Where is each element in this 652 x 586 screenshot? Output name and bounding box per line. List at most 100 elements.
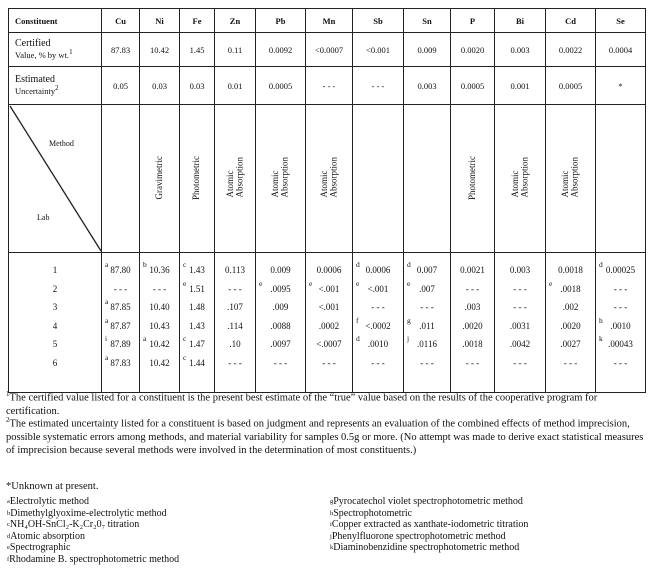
results-column: 0.009 e .0095 .009 .0088 .0097 - - -	[255, 252, 306, 393]
column-header-cd: Cd	[545, 8, 596, 33]
result-value: - - -	[495, 280, 545, 299]
result-value: .003	[451, 298, 494, 317]
certification-table: Constituent Cu Ni Fe Zn Pb Mn Sb Sn P Bi Cd Se Certi…	[8, 8, 646, 393]
column-header-mn: Mn	[305, 8, 353, 33]
method-key-marker: k	[599, 334, 603, 343]
method-key-marker: a	[105, 315, 109, 325]
method-name: Atomic Absorption	[319, 157, 339, 198]
result-value: c 1.43	[180, 260, 214, 280]
method-key-left: aElectrolytic method bDimethylglyoxime-el…	[7, 496, 179, 565]
results-column: d 0.00025 - - - - - - h .0010 k .00043 - - -	[595, 252, 646, 393]
result-value: .0031	[495, 317, 545, 336]
result-value: .0020	[451, 317, 494, 336]
method-name: Photometric	[466, 155, 477, 200]
key-text: Copper extracted as xanthate-iodometric …	[331, 519, 529, 530]
method-key-item: hSpectrophotometric	[330, 508, 528, 520]
results-column: c 1.43 e 1.51 1.48 1.43 c 1.47 c 1.44	[179, 252, 215, 393]
certified-value: 0.0004	[595, 32, 646, 67]
result-value: - - -	[495, 298, 545, 317]
method-name: Photometric	[191, 156, 201, 200]
uncertainty-value: 0.0005	[545, 66, 596, 105]
value: - - -	[613, 302, 628, 312]
result-value: .0018	[451, 335, 494, 354]
method-key-marker: e	[407, 278, 411, 288]
method-key-marker: e	[259, 278, 263, 288]
result-value: 0.0021	[451, 261, 494, 280]
certified-label: Certified Value, % by wt.1	[8, 32, 102, 67]
value: .0031	[509, 320, 531, 331]
uncertainty-value: 0.003	[403, 66, 451, 105]
value: 0.007	[416, 265, 438, 275]
key-letter: h	[330, 509, 334, 517]
value: 10.36	[149, 265, 170, 275]
certified-value: 0.0092	[255, 32, 306, 67]
value: 1.47	[189, 339, 205, 349]
results-column: 0.0021 - - - .003 .0020 .0018 - - -	[450, 252, 495, 393]
lab-number: 4	[52, 320, 58, 331]
certified-value: 0.0022	[545, 32, 596, 67]
method-key-marker: a	[105, 260, 109, 269]
method-key-marker: e	[356, 278, 360, 288]
method-key-marker: j	[407, 334, 410, 343]
uncertainty-value: - - -	[305, 66, 353, 105]
result-value: - - -	[546, 354, 595, 373]
method-cell: Atomic Absorption	[214, 104, 256, 253]
method-line: Photometric	[466, 155, 477, 200]
value: .007	[419, 283, 435, 294]
results-column: b 10.36- - -10.40 10.43 a 10.42 10.42	[139, 252, 180, 393]
key-letter: f	[7, 555, 10, 563]
lab-number: 2	[52, 283, 58, 294]
results-column: 0.0018 e .0018 .002 .0020 .0027 - - -	[545, 252, 596, 393]
method-cell: Gravimetric	[139, 104, 180, 253]
method-row: Method Lab Gravimetric Photometric Atomic A…	[8, 104, 646, 253]
method-line: Absorption	[279, 157, 290, 198]
key-letter: j	[330, 532, 332, 540]
result-value: a 10.42	[140, 334, 179, 354]
key-letter: c	[7, 521, 10, 528]
method-name: Gravimetric	[154, 156, 164, 199]
header-row: Constituent Cu Ni Fe Zn Pb Mn Sb Sn P Bi Cd Se	[8, 8, 646, 33]
result-value: - - -	[256, 354, 305, 373]
key-text: Phenylfluorone spectrophotometric method	[331, 530, 506, 542]
result-value: 0.009	[256, 261, 305, 280]
key-text: Spectrographic	[9, 542, 71, 553]
method-key-marker: e	[549, 278, 553, 288]
method-name: Atomic Absorption	[509, 157, 530, 198]
key-letter: d	[7, 532, 11, 540]
key-text: Diaminobenzidine spectrophotometric meth…	[333, 542, 520, 553]
result-value: 1.43	[180, 317, 214, 336]
method-name: Atomic Absorption	[225, 157, 245, 198]
uncertainty-row: Estimated Uncertainty2 0.05 0.03 0.03 0.01 0.…	[8, 66, 646, 105]
certified-value: 0.11	[214, 32, 256, 67]
key-letter: i	[330, 521, 332, 528]
key-letter: a	[7, 498, 10, 505]
result-value: - - -	[596, 354, 645, 373]
method-key-marker: c	[183, 352, 187, 362]
value: 0.0021	[460, 265, 485, 275]
result-value: - - -	[140, 280, 179, 299]
result-value: i 87.89	[102, 334, 139, 354]
certified-value: 1.45	[179, 32, 215, 67]
value: <.0007	[316, 339, 342, 349]
key-text: Rhodamine B. spectrophotometric method	[9, 553, 180, 565]
method-key-marker: a	[105, 297, 109, 306]
value: 10.42	[149, 339, 170, 349]
results-column: d 0.0006 e <.001 - - - f <.0002 d .0010 - - -	[352, 252, 404, 393]
method-line: Atomic	[509, 170, 520, 198]
result-value: a 87.85	[102, 297, 139, 317]
uncertainty-value: 0.01	[214, 66, 256, 105]
uncertainty-value: 0.0005	[450, 66, 495, 105]
result-value: - - -	[215, 280, 255, 299]
method-cell	[352, 104, 404, 253]
uncertainty-value: 0.001	[494, 66, 546, 105]
method-key-item: bDimethylglyoxime-electrolytic method	[7, 508, 179, 520]
column-header-p: P	[450, 8, 495, 33]
value: - - -	[513, 302, 527, 312]
method-key-marker: c	[183, 334, 187, 343]
key-letter: k	[330, 544, 334, 551]
method-key-marker: i	[105, 334, 108, 343]
result-value: a 87.87	[102, 316, 139, 336]
value: 87.89	[110, 339, 131, 349]
value: .107	[227, 302, 243, 312]
key-letter: b	[7, 509, 11, 517]
